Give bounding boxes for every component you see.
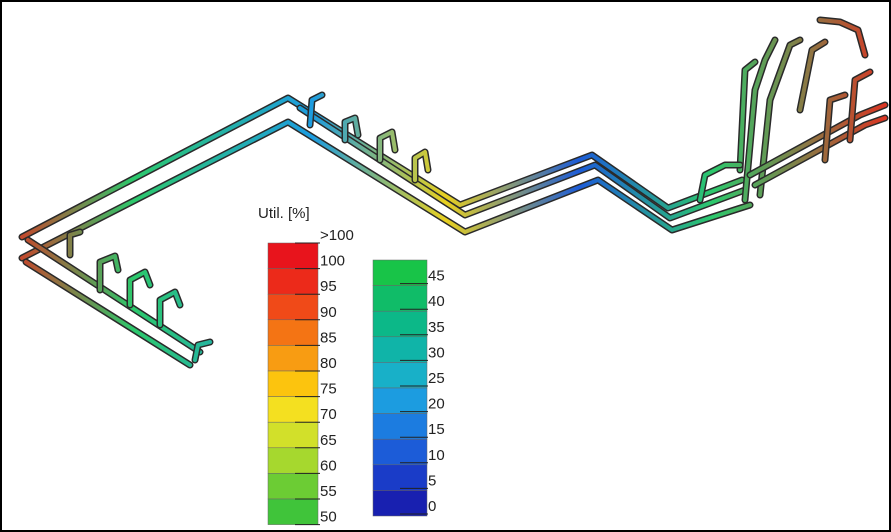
legend-label: 45 (428, 268, 445, 285)
legend-swatch (372, 464, 428, 491)
legend-label: 15 (428, 421, 445, 438)
legend-label: 75 (320, 381, 337, 398)
legend-label: 70 (320, 406, 337, 423)
legend-swatch (267, 370, 319, 397)
legend-swatch (372, 438, 428, 466)
legend-label: 100 (320, 253, 345, 270)
legend-label: 25 (428, 370, 445, 387)
legend-swatch (267, 319, 319, 346)
legend-label: 50 (320, 509, 337, 526)
legend-label: 80 (320, 355, 337, 372)
legend-swatch (372, 310, 428, 338)
legend-swatch (267, 293, 319, 321)
legend-swatch (267, 498, 319, 525)
legend-label: 55 (320, 483, 337, 500)
legend-label: 30 (428, 344, 445, 361)
legend-swatch (267, 242, 319, 269)
legend-label: 95 (320, 278, 337, 295)
legend-swatch (267, 421, 319, 449)
legend-label: 40 (428, 293, 445, 310)
legend-swatch (372, 490, 428, 517)
legend-label: 85 (320, 329, 337, 346)
legend-swatch (267, 473, 319, 500)
legend-swatch (372, 362, 428, 389)
legend: Util. [%] >10010095908580757065605550454… (258, 205, 445, 526)
legend-label: 10 (428, 447, 445, 464)
legend-swatch (267, 268, 319, 295)
legend-swatch (372, 285, 428, 312)
legend-label: 20 (428, 396, 445, 413)
legend-label: 35 (428, 319, 445, 336)
legend-label: >100 (320, 227, 354, 244)
legend-swatch (267, 396, 319, 423)
legend-label: 60 (320, 457, 337, 474)
legend-swatch (372, 387, 428, 414)
legend-title: Util. [%] (258, 205, 310, 222)
legend-label: 5 (428, 472, 436, 489)
legend-swatch (267, 345, 319, 372)
legend-label: 90 (320, 304, 337, 321)
pipe-network (18, 16, 889, 369)
legend-swatch (267, 447, 319, 474)
legend-label: 65 (320, 432, 337, 449)
legend-swatch (372, 336, 428, 363)
legend-label: 0 (428, 498, 436, 515)
legend-swatch (372, 413, 428, 440)
legend-swatch (372, 259, 428, 286)
